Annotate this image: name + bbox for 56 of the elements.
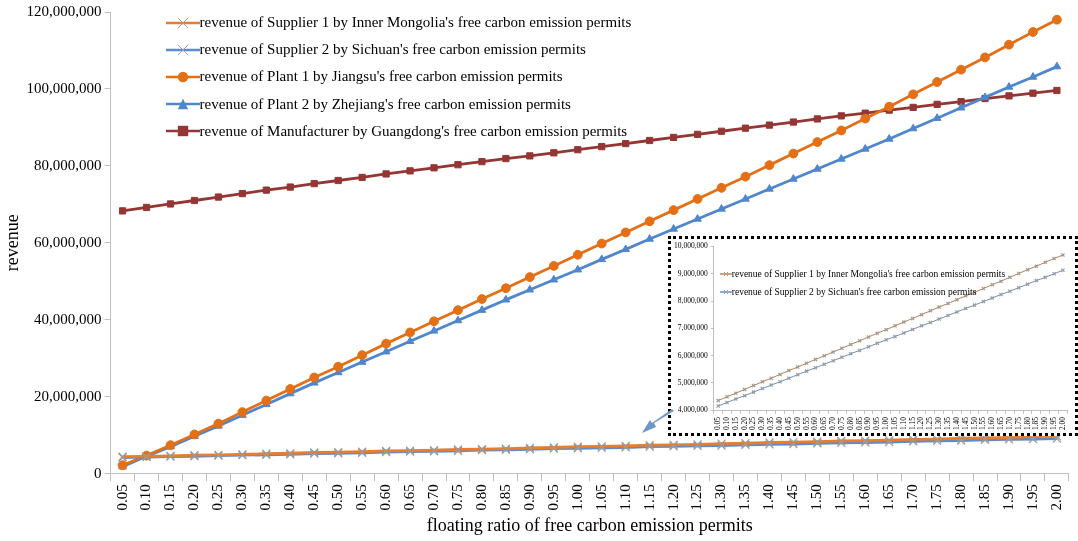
x-tick-label: 1.95 [1023,484,1040,511]
x-tick-label: 0.20 [185,484,202,511]
x-tick-label: 1.40 [760,484,777,511]
x-tick-label: 1.80 [952,484,969,511]
x-tick-label: 0.25 [209,484,226,511]
y-axis-title: revenue [1,214,22,272]
x-tick-label: 1.30 [712,484,729,511]
x-tick-label: 0.60 [377,484,394,511]
y-tick-label: 60,000,000 [34,233,102,250]
x-tick-label: 0.05 [113,484,130,511]
x-tick-label: 1.65 [880,484,897,511]
y-tick-label: 20,000,000 [34,387,102,404]
x-tick-label: 1.70 [904,484,921,511]
x-tick-label: 0.30 [233,484,250,511]
x-tick-label: 0.10 [137,484,154,511]
x-tick-label: 1.85 [975,484,992,511]
legend-label: revenue of Supplier 2 by Sichuan's free carbon emission permits [199,41,586,59]
x-axis-title: floating ratio of free carbon emission permits [426,514,753,535]
y-tick-label: 120,000,000 [26,2,102,19]
x-tick-label: 1.10 [616,484,633,511]
x-tick-label: 0.95 [544,484,561,511]
x-tick-label: 0.85 [496,484,513,511]
x-tick-label: 1.05 [592,484,609,511]
x-tick-label: 1.35 [736,484,753,511]
legend-label: revenue of Supplier 1 by Inner Mongolia's free carbon emission permits [731,268,1006,279]
x-tick-label: 0.80 [472,484,489,511]
x-tick-label: 1.55 [832,484,849,511]
x-tick-label: 0.75 [448,484,465,511]
x-tick-label: 0.35 [257,484,274,511]
x-tick-label: 0.90 [520,484,537,511]
x-tick-label: 1.60 [856,484,873,511]
x-tick-label: 0.50 [329,484,346,511]
x-tick-label: 0.40 [281,484,298,511]
x-tick-label: 1.50 [808,484,825,511]
x-tick-label: 0.45 [305,484,322,511]
x-tick-label: 1.25 [688,484,705,511]
x-tick-label: 2.00 [1047,484,1064,511]
x-tick-label: 1.75 [928,484,945,511]
x-tick-label: 0.15 [161,484,178,511]
legend-label: revenue of Supplier 1 by Inner Mongolia's free carbon emission permits [199,14,632,32]
y-tick-label: 100,000,000 [26,79,102,96]
legend-label: revenue of Plant 1 by Jiangsu's free carbon emission permits [199,68,563,86]
legend-label: revenue of Plant 2 by Zhejiang's free carbon emission permits [199,95,571,113]
x-tick-label: 0.65 [401,484,417,511]
y-tick-label: 40,000,000 [34,310,102,327]
legend-label: revenue of Manufacturer by Guangdong's free carbon emission permits [199,122,628,140]
x-tick-label: 1.45 [784,484,801,511]
x-tick-label: 1.15 [640,484,657,511]
x-tick-label: 0.70 [424,484,441,511]
y-tick-label: 80,000,000 [34,156,102,173]
y-tick-label: 0 [94,464,102,481]
x-tick-label: 0.55 [353,484,370,511]
x-tick-label: 1.20 [664,484,681,511]
legend-label: revenue of Supplier 2 by Sichuan's free carbon emission permits [731,286,977,297]
x-tick-label: 1.00 [568,484,585,511]
x-tick-label: 1.90 [999,484,1016,511]
